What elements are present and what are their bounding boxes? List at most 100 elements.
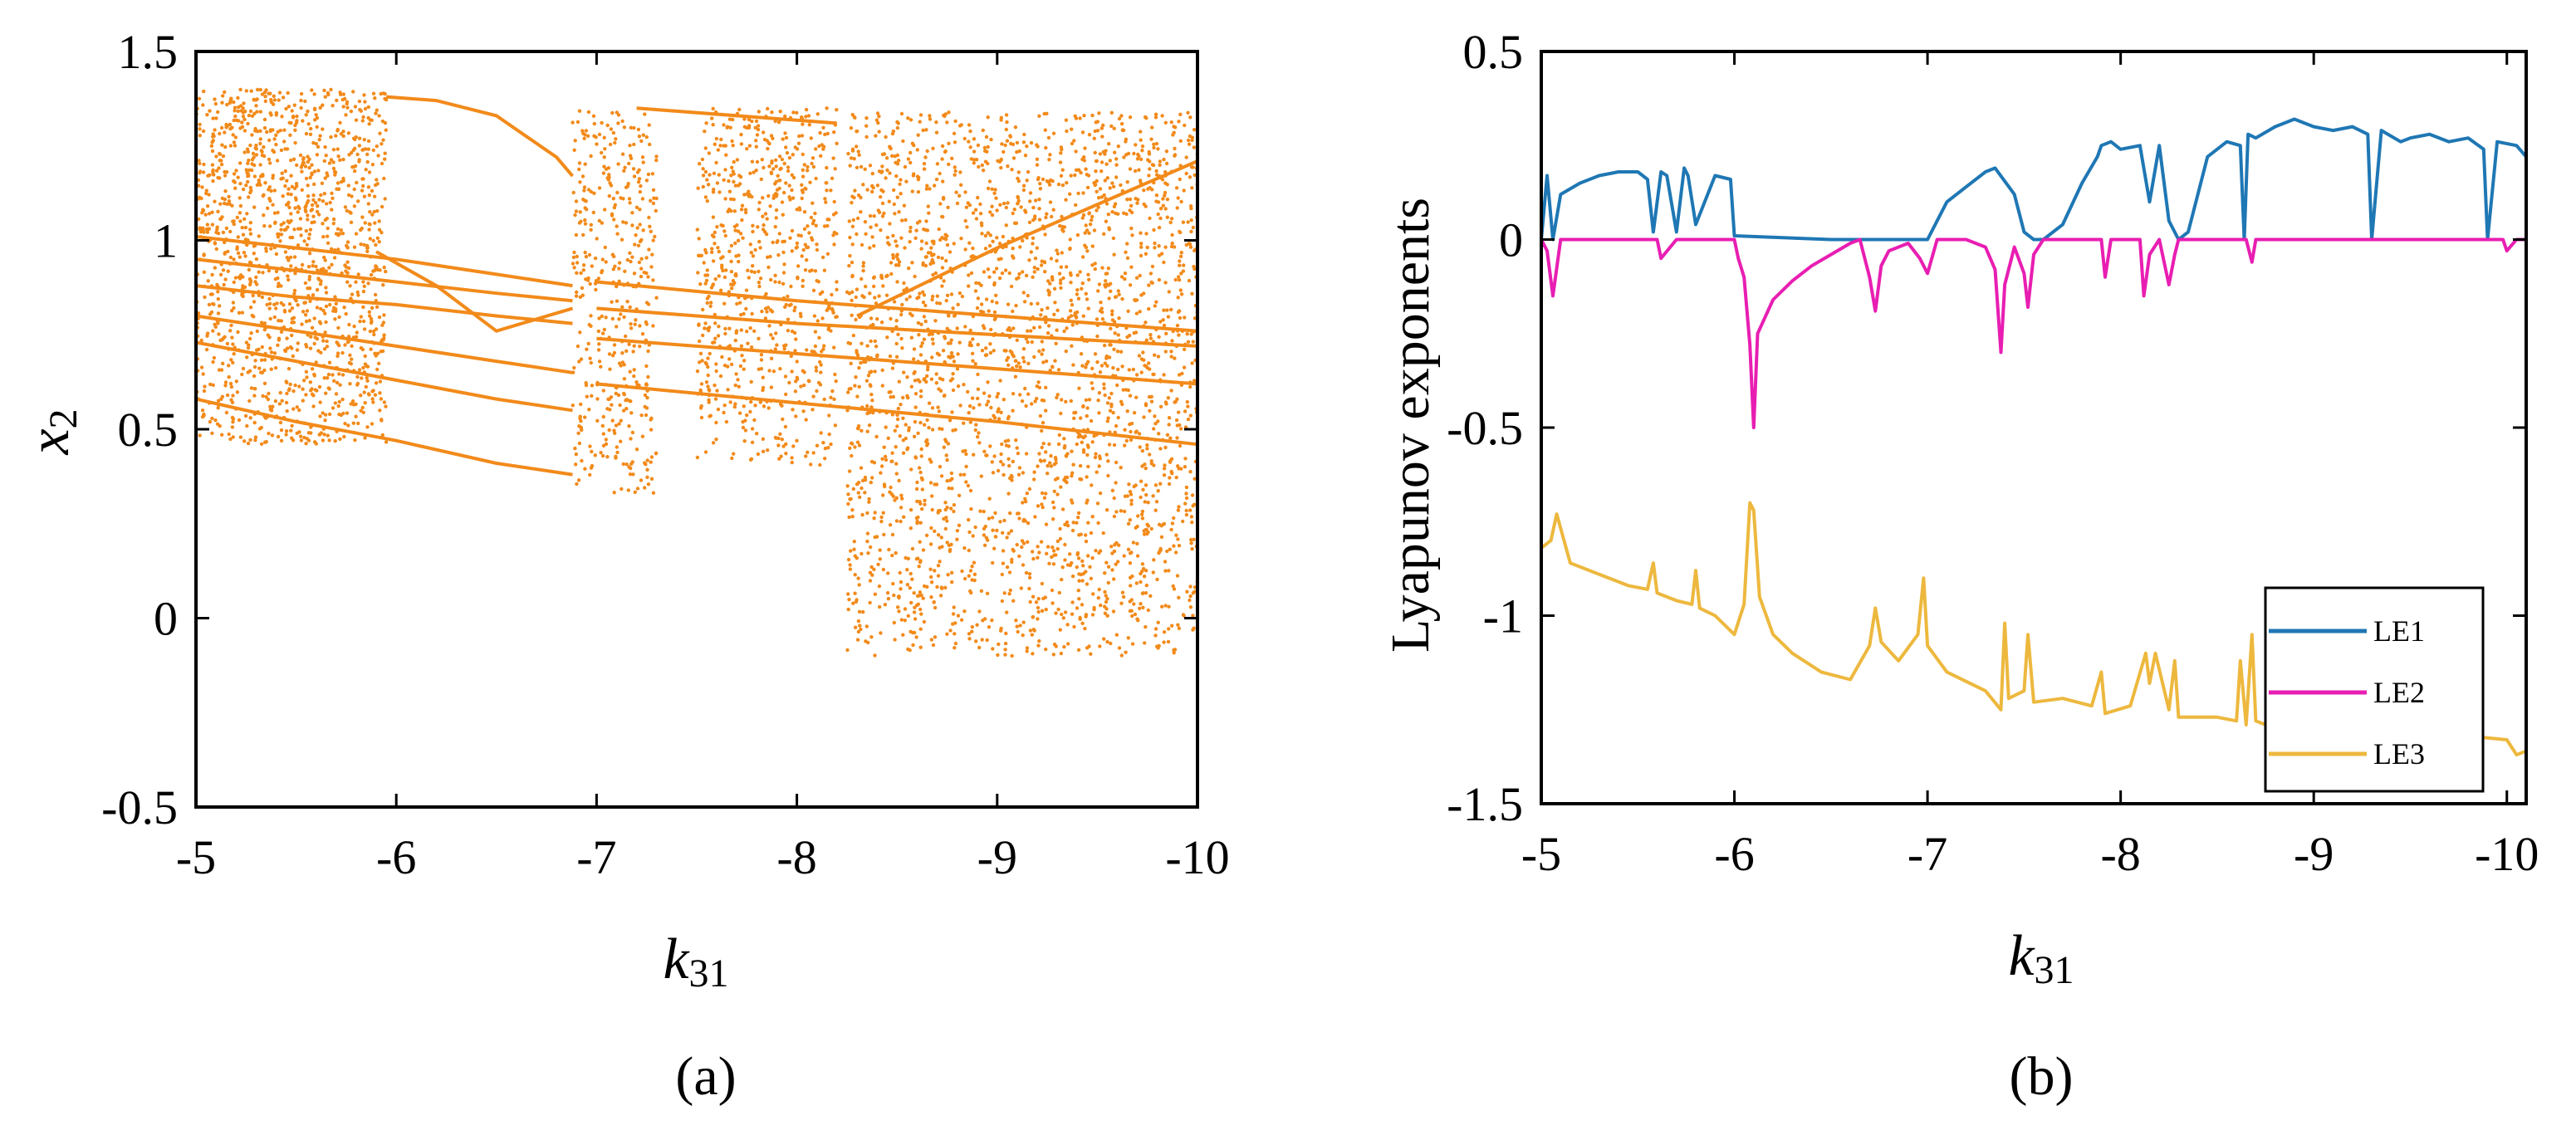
bifurcation-point <box>1055 258 1059 263</box>
bifurcation-point <box>231 301 236 305</box>
bifurcation-point <box>898 570 902 575</box>
bifurcation-point <box>932 600 937 604</box>
bifurcation-point <box>1006 302 1011 306</box>
bifurcation-point <box>296 341 300 345</box>
bifurcation-point <box>311 293 316 297</box>
bifurcation-point <box>324 291 329 295</box>
bifurcation-point <box>1128 394 1133 398</box>
bifurcation-point <box>321 267 326 271</box>
bifurcation-point <box>959 183 963 187</box>
bifurcation-point <box>601 414 605 419</box>
bifurcation-point <box>950 156 954 160</box>
bifurcation-point <box>611 267 615 271</box>
bifurcation-point <box>899 587 903 591</box>
bifurcation-point <box>291 389 296 394</box>
bifurcation-point <box>897 210 901 214</box>
bifurcation-point <box>952 605 956 609</box>
bifurcation-point <box>1144 338 1149 342</box>
bifurcation-point <box>1072 411 1076 415</box>
bifurcation-point <box>337 315 341 320</box>
bifurcation-point <box>365 379 370 383</box>
bifurcation-point <box>918 521 923 525</box>
bifurcation-point <box>826 327 830 331</box>
bifurcation-point <box>1168 220 1173 225</box>
bifurcation-point <box>820 316 825 320</box>
bifurcation-point <box>324 286 328 290</box>
bifurcation-point <box>1092 605 1096 610</box>
bifurcation-point <box>1057 433 1062 438</box>
bifurcation-point <box>290 184 294 188</box>
bifurcation-point <box>994 267 999 271</box>
bifurcation-point <box>1041 360 1046 364</box>
bifurcation-point <box>1084 570 1088 574</box>
bifurcation-point <box>1035 143 1039 147</box>
bifurcation-point <box>268 161 272 165</box>
bifurcation-point <box>583 206 587 210</box>
bifurcation-point <box>1146 158 1150 162</box>
bifurcation-point <box>1007 325 1011 330</box>
bifurcation-point <box>333 173 337 177</box>
bifurcation-point <box>372 209 376 214</box>
bifurcation-point <box>579 271 583 276</box>
bifurcation-point <box>1152 558 1156 562</box>
bifurcation-point <box>1060 398 1064 402</box>
bifurcation-point <box>1028 599 1032 604</box>
bifurcation-point <box>1031 275 1035 279</box>
bifurcation-point <box>1079 532 1083 536</box>
bifurcation-point <box>922 315 927 319</box>
bifurcation-point <box>1076 516 1080 520</box>
bifurcation-point <box>622 391 626 396</box>
bifurcation-point <box>1177 626 1182 630</box>
bifurcation-point <box>230 400 235 404</box>
bifurcation-point <box>1124 388 1129 392</box>
bifurcation-point <box>1143 462 1147 467</box>
bifurcation-point <box>257 178 261 183</box>
bifurcation-point <box>648 224 652 228</box>
bifurcation-point <box>1023 154 1028 158</box>
bifurcation-point <box>886 596 891 601</box>
bifurcation-point <box>970 565 974 569</box>
bifurcation-point <box>815 443 820 448</box>
bifurcation-point <box>956 352 960 356</box>
bifurcation-point <box>249 89 253 93</box>
bifurcation-point <box>260 345 264 350</box>
bifurcation-point <box>801 409 806 413</box>
bifurcation-point <box>771 167 776 171</box>
bifurcation-point <box>748 326 752 330</box>
bifurcation-point <box>776 174 780 178</box>
bifurcation-point <box>383 151 387 155</box>
bifurcation-point <box>221 268 226 272</box>
bifurcation-point <box>767 164 771 169</box>
bifurcation-point <box>601 432 605 436</box>
bifurcation-point <box>703 281 708 286</box>
bifurcation-point <box>1145 245 1149 250</box>
bifurcation-point <box>315 153 320 157</box>
bifurcation-point <box>982 533 987 537</box>
bifurcation-point <box>1106 283 1111 287</box>
bifurcation-point <box>630 430 635 435</box>
bifurcation-point <box>706 373 710 378</box>
bifurcation-point <box>967 411 971 415</box>
bifurcation-point <box>271 203 275 207</box>
bifurcation-point <box>1175 436 1179 440</box>
bifurcation-point <box>361 365 365 370</box>
bifurcation-point <box>1021 355 1026 360</box>
bifurcation-point <box>1163 281 1168 285</box>
bifurcation-point <box>596 348 601 352</box>
bifurcation-point <box>214 116 218 120</box>
bifurcation-point <box>711 215 716 219</box>
bifurcation-point <box>1086 306 1090 311</box>
bifurcation-point <box>860 512 864 517</box>
bifurcation-point <box>1039 313 1043 317</box>
bifurcation-point <box>321 235 326 239</box>
bifurcation-point <box>1021 140 1026 144</box>
bifurcation-point <box>987 243 992 248</box>
bifurcation-point <box>1063 558 1067 562</box>
bifurcation-point <box>949 471 954 476</box>
bifurcation-point <box>1040 340 1045 344</box>
bifurcation-point <box>1068 237 1073 242</box>
bifurcation-point <box>1015 446 1019 450</box>
bifurcation-point <box>603 208 607 212</box>
bifurcation-point <box>888 222 892 226</box>
bifurcation-point <box>1065 480 1069 485</box>
